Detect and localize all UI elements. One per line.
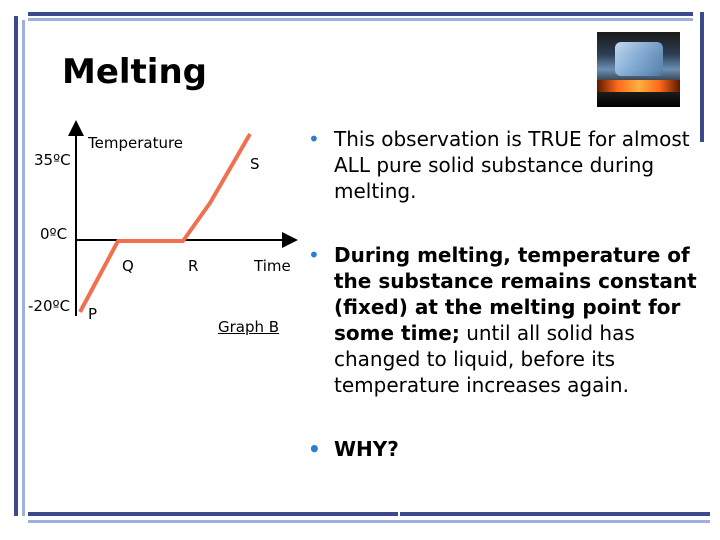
frame-right-bar xyxy=(700,12,704,142)
bullet-item-1: • This observation is TRUE for almost AL… xyxy=(308,126,713,204)
melting-graph-svg xyxy=(68,120,298,316)
x-axis-label: Time xyxy=(254,257,291,275)
bullet-list: • This observation is TRUE for almost AL… xyxy=(308,126,713,462)
ice-cube-shape xyxy=(615,42,663,76)
frame-top-bar-light xyxy=(28,18,693,21)
point-p-label: P xyxy=(88,305,98,323)
point-r-label: R xyxy=(188,257,199,275)
frame-left-bar-light xyxy=(22,20,25,516)
bullet-2-bold-text: During melting, temperature of the subst… xyxy=(334,243,697,345)
bullet-2-rest-text: until all solid has changed to liquid, b… xyxy=(334,321,635,397)
y-axis-label: Temperature xyxy=(88,134,184,152)
frame-bottom-bar xyxy=(28,512,398,516)
melting-graph: Temperature 35ºC 0ºC -20ºC S Q R Time P … xyxy=(0,100,300,350)
bullet-item-2: • During melting, temperature of the sub… xyxy=(308,242,713,398)
y-tick-minus-20: -20ºC xyxy=(28,297,71,315)
bullet-3-text: WHY? xyxy=(334,437,399,461)
frame-bottom-bar-right xyxy=(400,512,710,516)
graph-caption: Graph B xyxy=(218,318,280,336)
frame-top-bar xyxy=(28,12,693,16)
slide-title: Melting xyxy=(62,52,207,92)
bullet-1-text: This observation is TRUE for almost ALL … xyxy=(334,127,690,203)
heating-curve xyxy=(78,132,252,313)
ice-cube-icon xyxy=(597,32,680,107)
bullet-dot-icon: • xyxy=(308,243,320,267)
heat-glow xyxy=(597,80,680,92)
point-s-label: S xyxy=(250,155,260,173)
bullet-dot-icon: • xyxy=(308,127,320,151)
y-tick-0: 0ºC xyxy=(40,225,68,243)
point-q-label: Q xyxy=(122,257,134,275)
frame-bottom-bar-light xyxy=(28,520,710,523)
y-tick-35: 35ºC xyxy=(34,151,71,169)
bullet-dot-icon: • xyxy=(308,437,321,461)
frame-left-bar xyxy=(14,16,18,516)
bullet-item-3: • WHY? xyxy=(308,436,713,462)
